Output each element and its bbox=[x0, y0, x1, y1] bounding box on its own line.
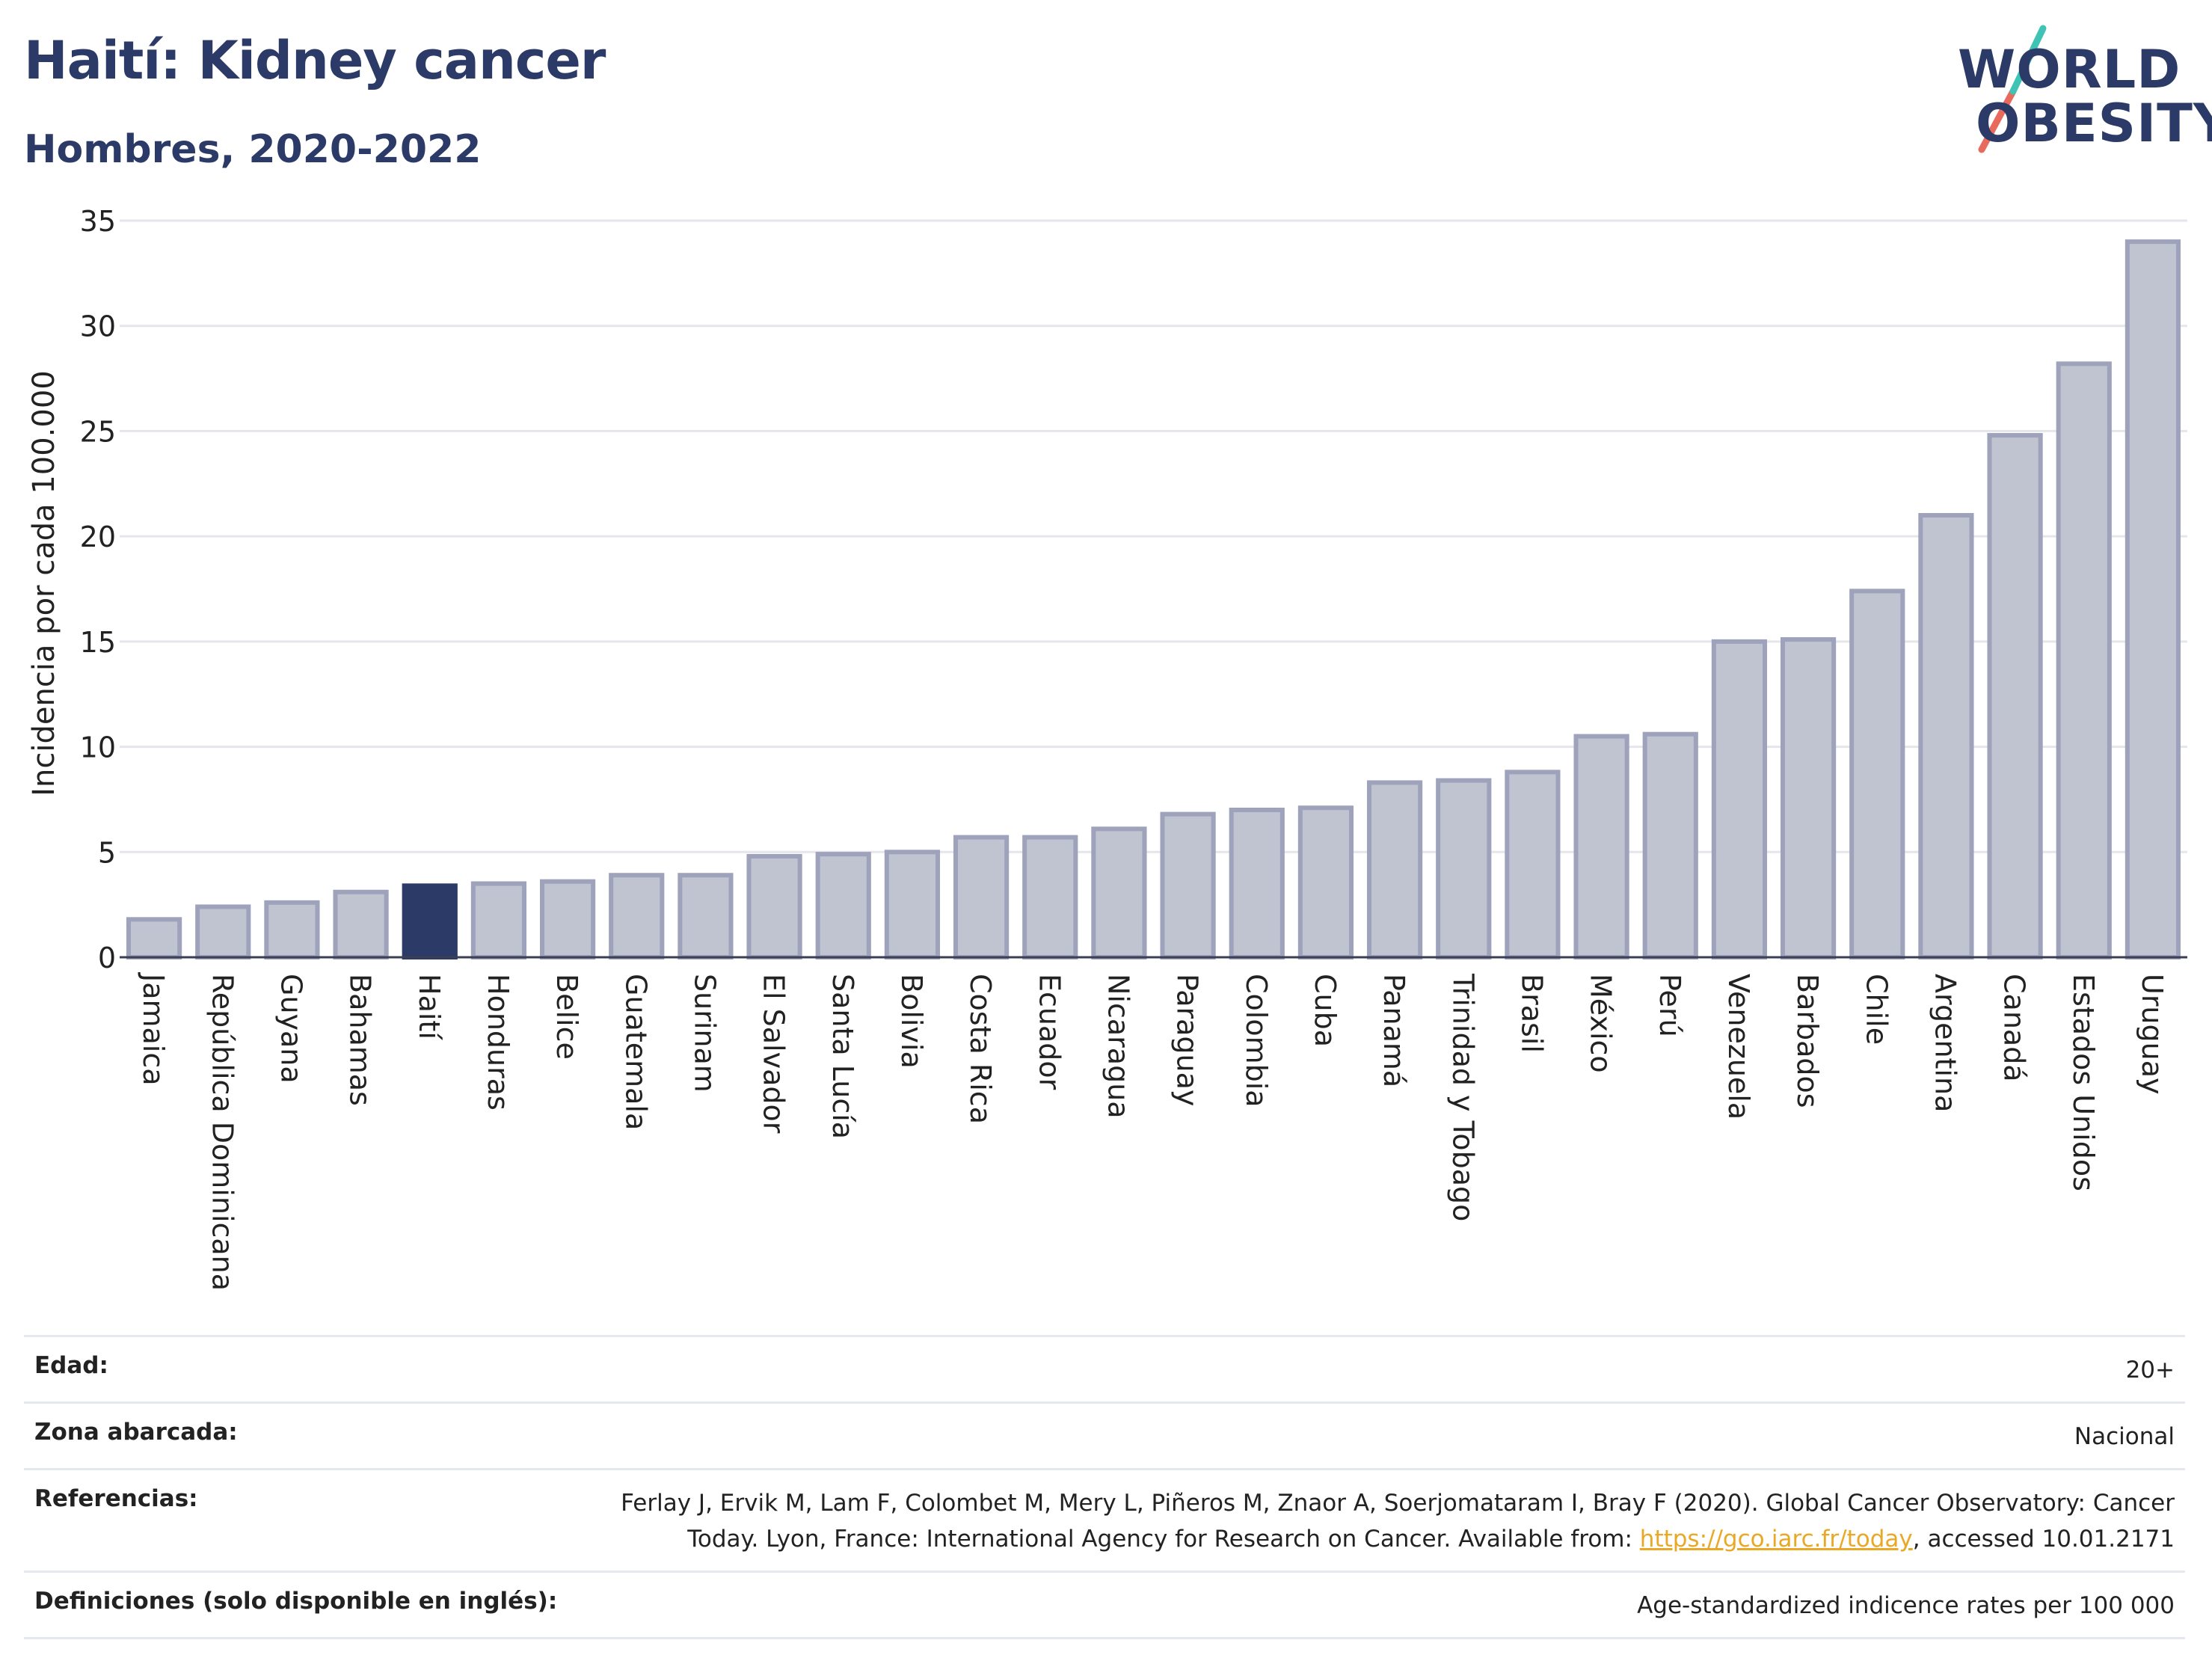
y-tick-label: 35 bbox=[80, 205, 116, 238]
bar-chile bbox=[1849, 589, 1905, 959]
x-tick-label: Bahamas bbox=[344, 974, 377, 1106]
reference-accessed: , accessed 10.01.2171 bbox=[1912, 1526, 2175, 1553]
x-tick-label: Jamaica bbox=[137, 972, 170, 1086]
x-tick-label: Perú bbox=[1653, 974, 1686, 1037]
x-tick-label: Santa Lucía bbox=[826, 974, 859, 1139]
metadata-table: Edad: 20+ Zona abarcada: Nacional Refere… bbox=[24, 1335, 2185, 1640]
x-tick-label: Venezuela bbox=[1722, 974, 1755, 1120]
meta-value: 20+ bbox=[2125, 1357, 2175, 1384]
y-tick-label: 20 bbox=[80, 521, 116, 553]
bar-chart: 0 5 10 15 20 25 30 35 Incidencia por cada 100.0… bbox=[27, 205, 2187, 1291]
bar-jamaica bbox=[126, 917, 182, 960]
bar-el-salvador bbox=[746, 853, 802, 960]
bars bbox=[126, 239, 2181, 960]
bar-república-dominicana bbox=[195, 904, 251, 960]
bar-honduras bbox=[470, 881, 527, 959]
x-tick-label: Estados Unidos bbox=[2067, 974, 2100, 1191]
y-axis-label: Incidencia por cada 100.000 bbox=[27, 370, 61, 796]
x-tick-label: Honduras bbox=[482, 974, 514, 1111]
logo-word-obesity: OBESITY bbox=[1976, 93, 2212, 154]
bar-costa-rica bbox=[953, 835, 1010, 959]
meta-row-age: Edad: 20+ bbox=[24, 1335, 2185, 1401]
x-tick-label: Guyana bbox=[274, 974, 307, 1084]
meta-value: Age-standardized indicence rates per 100… bbox=[1637, 1592, 2175, 1620]
x-tick-label: Paraguay bbox=[1171, 974, 1204, 1106]
x-tick-label: Trinidad y Tobago bbox=[1446, 973, 1479, 1221]
x-tick-label: Surinam bbox=[688, 974, 721, 1093]
meta-value: Nacional bbox=[2074, 1423, 2175, 1451]
x-tick-label: Guatemala bbox=[619, 974, 652, 1130]
bar-guyana bbox=[264, 900, 320, 960]
meta-label: Edad: bbox=[34, 1352, 108, 1379]
x-tick-label: Colombia bbox=[1240, 974, 1273, 1108]
x-tick-label: República Dominicana bbox=[206, 974, 239, 1291]
meta-value-reference: Ferlay J, Ervik M, Lam F, Colombet M, Me… bbox=[559, 1485, 2175, 1557]
x-tick-label: Ecuador bbox=[1033, 974, 1066, 1090]
y-tick-label: 30 bbox=[80, 310, 116, 343]
x-axis-labels: Jamaica República Dominicana Guyana Bahamas… bbox=[137, 972, 2169, 1291]
meta-row-area: Zona abarcada: Nacional bbox=[24, 1401, 2185, 1468]
chart-subtitle: Hombres, 2020-2022 bbox=[24, 127, 482, 172]
x-tick-label: Panamá bbox=[1377, 974, 1410, 1087]
bar-argentina bbox=[1918, 513, 1974, 959]
x-tick-label: El Salvador bbox=[758, 974, 790, 1134]
logo-slash-icon bbox=[1978, 25, 2047, 153]
y-axis-ticks: 0 5 10 15 20 25 30 35 bbox=[80, 205, 116, 974]
reference-link[interactable]: https://gco.iarc.fr/today bbox=[1639, 1526, 1913, 1553]
x-tick-label: Canadá bbox=[1998, 974, 2031, 1082]
y-tick-label: 10 bbox=[80, 731, 116, 764]
bar-barbados bbox=[1780, 637, 1837, 959]
bar-haití bbox=[402, 883, 458, 960]
x-tick-label: México bbox=[1585, 974, 1617, 1073]
x-tick-label: Haití bbox=[413, 974, 446, 1040]
bar-méxico bbox=[1573, 734, 1629, 959]
bar-perú bbox=[1642, 731, 1698, 960]
bar-colombia bbox=[1229, 808, 1285, 959]
logo-word-world: WORLD bbox=[1958, 39, 2181, 100]
bar-cuba bbox=[1297, 805, 1354, 959]
x-tick-label: Belice bbox=[550, 974, 583, 1060]
x-tick-label: Bolivia bbox=[895, 974, 928, 1069]
meta-label: Zona abarcada: bbox=[34, 1419, 238, 1446]
x-tick-label: Brasil bbox=[1515, 974, 1548, 1053]
y-tick-label: 5 bbox=[98, 836, 116, 869]
bar-trinidad-y-tobago bbox=[1436, 778, 1492, 959]
meta-row-definitions: Definiciones (solo disponible en inglés)… bbox=[24, 1570, 2185, 1640]
meta-label: Referencias: bbox=[34, 1485, 198, 1513]
bar-santa-lucía bbox=[815, 852, 871, 959]
bar-canadá bbox=[1987, 433, 2043, 959]
chart-title: Haití: Kidney cancer bbox=[24, 30, 606, 91]
bar-surinam bbox=[678, 873, 734, 959]
x-tick-label: Chile bbox=[1860, 974, 1893, 1045]
bar-uruguay bbox=[2125, 239, 2181, 959]
x-tick-label: Uruguay bbox=[2136, 974, 2169, 1095]
meta-label: Definiciones (solo disponible en inglés)… bbox=[34, 1588, 558, 1615]
x-tick-label: Barbados bbox=[1791, 974, 1824, 1108]
y-tick-label: 0 bbox=[98, 942, 116, 974]
world-obesity-logo: WORLD OBESITY bbox=[1944, 22, 2212, 165]
bar-estados-unidos bbox=[2056, 361, 2112, 960]
meta-row-references: Referencias: Ferlay J, Ervik M, Lam F, C… bbox=[24, 1468, 2185, 1570]
bar-ecuador bbox=[1022, 835, 1078, 959]
bar-bolivia bbox=[884, 850, 941, 960]
bar-bahamas bbox=[333, 889, 389, 960]
x-tick-label: Cuba bbox=[1309, 974, 1342, 1047]
x-tick-label: Argentina bbox=[1929, 974, 1961, 1112]
bar-guatemala bbox=[609, 873, 665, 959]
reference-text: Ferlay J, Ervik M, Lam F, Colombet M, Me… bbox=[621, 1490, 2175, 1553]
bar-venezuela bbox=[1711, 639, 1768, 959]
y-tick-label: 25 bbox=[80, 415, 116, 448]
bar-panamá bbox=[1366, 780, 1423, 960]
bar-belice bbox=[539, 879, 596, 959]
grid-lines bbox=[120, 219, 2187, 853]
bar-nicaragua bbox=[1091, 826, 1147, 960]
bar-paraguay bbox=[1160, 811, 1216, 959]
x-tick-label: Nicaragua bbox=[1102, 974, 1134, 1119]
bar-brasil bbox=[1505, 770, 1561, 960]
x-tick-label: Costa Rica bbox=[964, 974, 997, 1124]
y-tick-label: 15 bbox=[80, 626, 116, 659]
